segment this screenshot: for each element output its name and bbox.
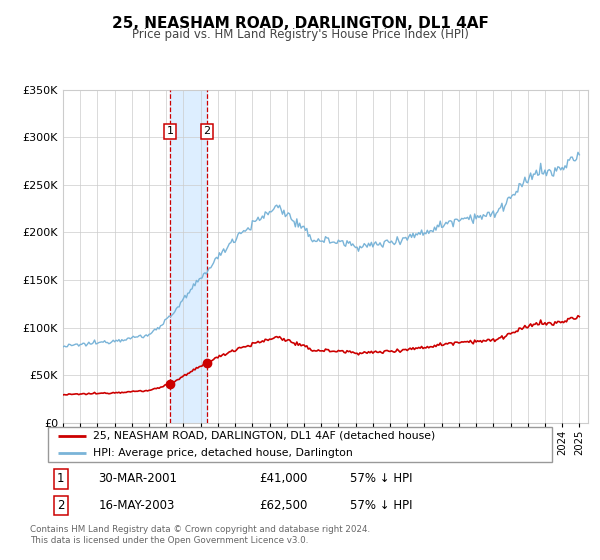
Bar <box>170 90 207 423</box>
Text: 2: 2 <box>57 499 64 512</box>
Text: £62,500: £62,500 <box>260 499 308 512</box>
Text: Contains HM Land Registry data © Crown copyright and database right 2024.
This d: Contains HM Land Registry data © Crown c… <box>30 525 370 545</box>
Text: HPI: Average price, detached house, Darlington: HPI: Average price, detached house, Darl… <box>94 449 353 458</box>
Text: 2: 2 <box>203 126 211 136</box>
Text: 57% ↓ HPI: 57% ↓ HPI <box>350 499 413 512</box>
Text: 57% ↓ HPI: 57% ↓ HPI <box>350 472 413 486</box>
Text: 30-MAR-2001: 30-MAR-2001 <box>98 472 178 486</box>
Text: 16-MAY-2003: 16-MAY-2003 <box>98 499 175 512</box>
Text: 1: 1 <box>167 126 174 136</box>
Text: £41,000: £41,000 <box>260 472 308 486</box>
Text: 25, NEASHAM ROAD, DARLINGTON, DL1 4AF (detached house): 25, NEASHAM ROAD, DARLINGTON, DL1 4AF (d… <box>94 431 436 441</box>
Text: 25, NEASHAM ROAD, DARLINGTON, DL1 4AF: 25, NEASHAM ROAD, DARLINGTON, DL1 4AF <box>112 16 488 31</box>
FancyBboxPatch shape <box>48 427 552 462</box>
Text: 1: 1 <box>57 472 64 486</box>
Text: Price paid vs. HM Land Registry's House Price Index (HPI): Price paid vs. HM Land Registry's House … <box>131 28 469 41</box>
